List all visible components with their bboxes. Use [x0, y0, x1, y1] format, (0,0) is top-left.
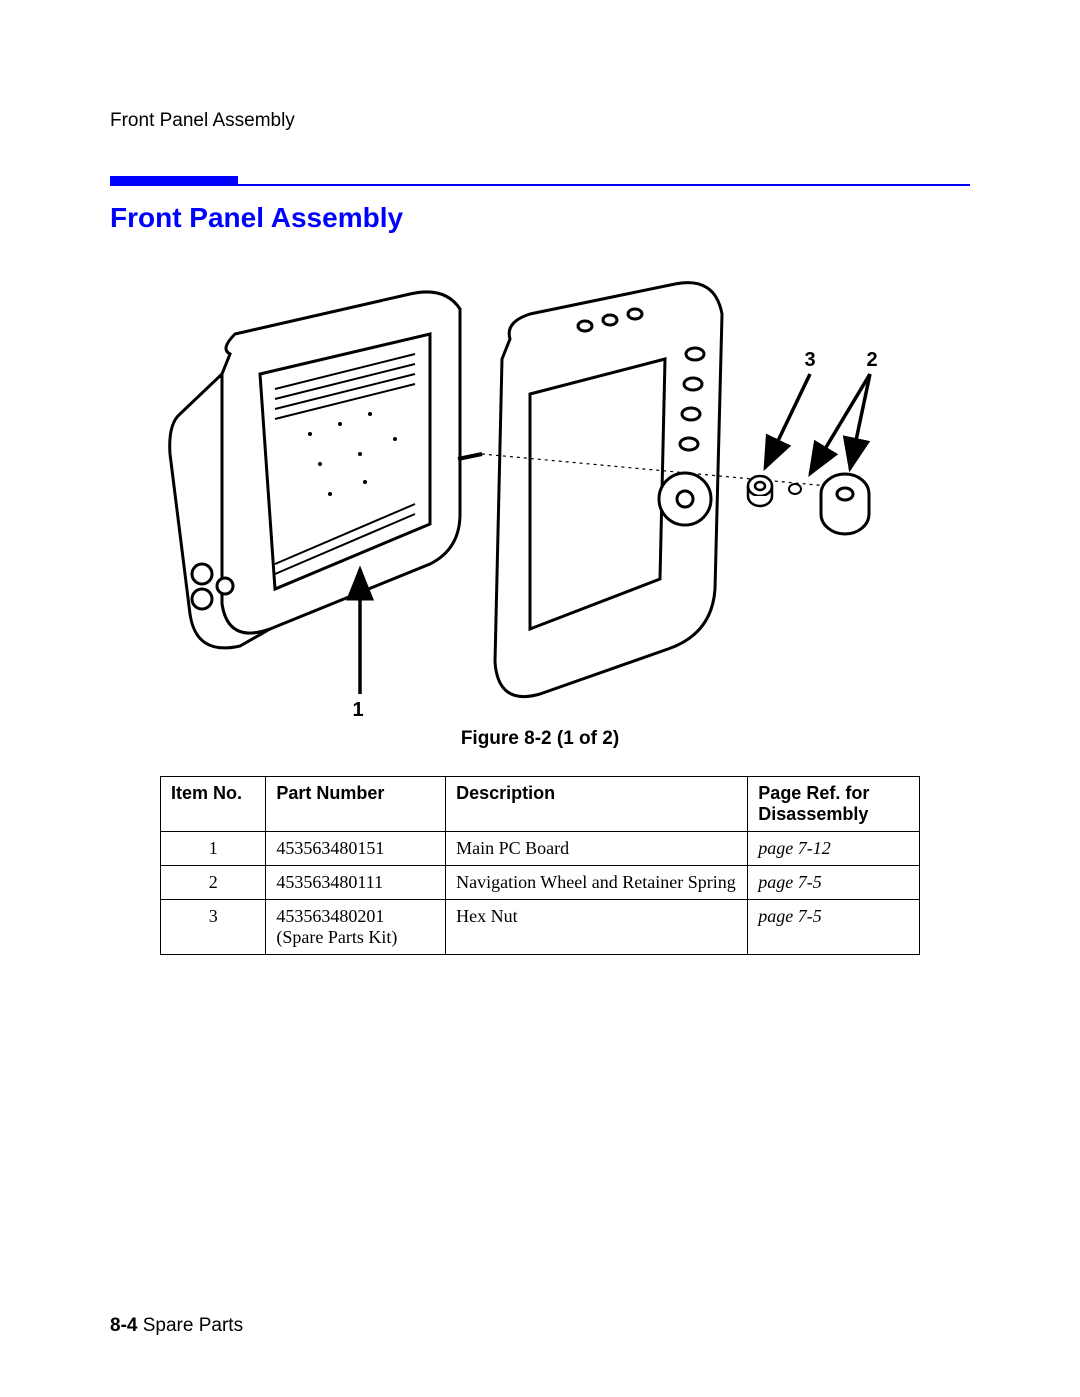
- cell-part-number: 453563480151: [266, 832, 446, 866]
- rear-enclosure-icon: [170, 292, 482, 648]
- col-page-ref: Page Ref. for Disassembly: [748, 777, 920, 832]
- cell-description: Navigation Wheel and Retainer Spring: [446, 866, 748, 900]
- front-panel-icon: [495, 283, 722, 697]
- hex-nut-icon: [748, 476, 772, 506]
- cell-page-ref: page 7-5: [748, 866, 920, 900]
- col-item-no: Item No.: [161, 777, 266, 832]
- cell-page-ref: page 7-12: [748, 832, 920, 866]
- callout-2: 2: [866, 349, 877, 371]
- callout-1: 1: [352, 699, 363, 721]
- cell-page-ref: page 7-5: [748, 900, 920, 955]
- page-number: 8-4: [110, 1315, 137, 1336]
- page-footer: 8-4 Spare Parts: [110, 1315, 243, 1337]
- nav-wheel-icon: [821, 474, 869, 534]
- callout-3: 3: [804, 349, 815, 371]
- table-row: 1 453563480151 Main PC Board page 7-12: [161, 832, 920, 866]
- cell-item-no: 3: [161, 900, 266, 955]
- document-page: Front Panel Assembly Front Panel Assembl…: [0, 0, 1080, 1397]
- table-row: 2 453563480111 Navigation Wheel and Reta…: [161, 866, 920, 900]
- footer-section-label: Spare Parts: [143, 1315, 243, 1336]
- table-row: 3 453563480201 (Spare Parts Kit) Hex Nut…: [161, 900, 920, 955]
- table-header-row: Item No. Part Number Description Page Re…: [161, 777, 920, 832]
- cell-part-number: 453563480201 (Spare Parts Kit): [266, 900, 446, 955]
- running-head: Front Panel Assembly: [110, 110, 970, 132]
- cell-item-no: 2: [161, 866, 266, 900]
- cell-part-number: 453563480111: [266, 866, 446, 900]
- cell-item-no: 1: [161, 832, 266, 866]
- section-title: Front Panel Assembly: [110, 202, 970, 234]
- cell-description: Main PC Board: [446, 832, 748, 866]
- parts-table: Item No. Part Number Description Page Re…: [160, 776, 920, 955]
- col-part-number: Part Number: [266, 777, 446, 832]
- col-description: Description: [446, 777, 748, 832]
- figure-caption: Figure 8-2 (1 of 2): [110, 728, 970, 750]
- cell-description: Hex Nut: [446, 900, 748, 955]
- exploded-figure: 1 3 2: [110, 264, 970, 724]
- section-rule: [110, 176, 970, 194]
